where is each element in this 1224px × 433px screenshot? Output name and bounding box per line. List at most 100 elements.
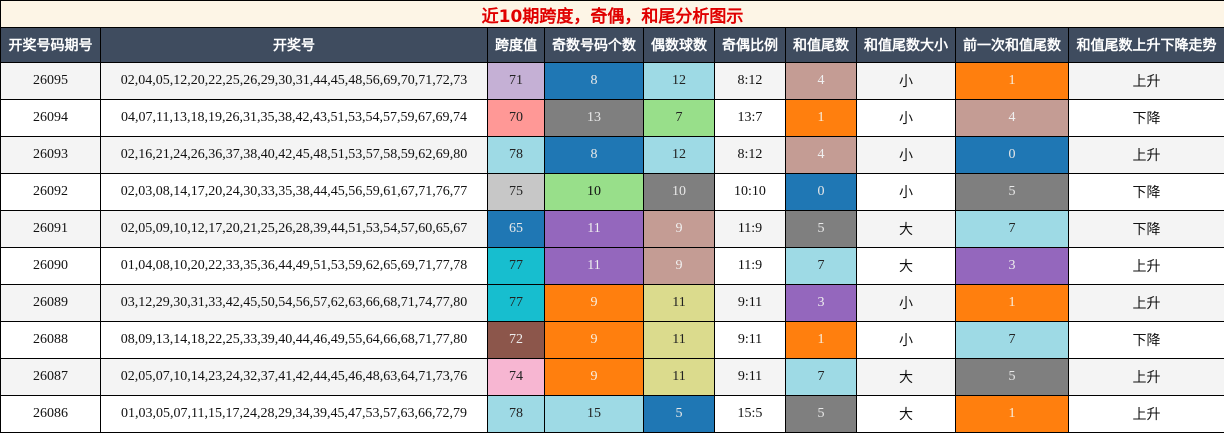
table-body: 26095 02,04,05,12,20,22,25,26,29,30,31,44… <box>0 62 1224 433</box>
even-count-cell: 12 <box>643 136 715 174</box>
period-cell: 26092 <box>0 173 101 211</box>
sum-tail-cell: 3 <box>785 284 857 322</box>
span-cell: 65 <box>487 210 545 248</box>
period-cell: 26086 <box>0 395 101 433</box>
prev-tail-cell: 5 <box>955 358 1069 396</box>
trend-cell: 上升 <box>1067 136 1224 174</box>
even-count-cell: 11 <box>643 284 715 322</box>
tail-size-cell: 小 <box>856 136 956 174</box>
table-row: 26093 02,16,21,24,26,36,37,38,40,42,45,48… <box>0 136 1224 174</box>
prev-tail-cell: 4 <box>955 99 1069 137</box>
numbers-cell: 08,09,13,14,18,22,25,33,39,40,44,46,49,5… <box>100 321 488 359</box>
even-count-cell: 9 <box>643 247 715 285</box>
odd-count-cell: 15 <box>544 395 644 433</box>
header-prev-tail: 前一次和值尾数 <box>955 27 1069 63</box>
sum-tail-cell: 1 <box>785 99 857 137</box>
prev-tail-cell: 7 <box>955 321 1069 359</box>
sum-tail-cell: 1 <box>785 321 857 359</box>
trend-cell: 上升 <box>1067 358 1224 396</box>
period-cell: 26088 <box>0 321 101 359</box>
span-cell: 77 <box>487 284 545 322</box>
tail-size-cell: 小 <box>856 321 956 359</box>
odd-count-cell: 9 <box>544 284 644 322</box>
trend-cell: 上升 <box>1067 395 1224 433</box>
table-row: 26087 02,05,07,10,14,23,24,32,37,41,42,44… <box>0 358 1224 396</box>
trend-cell: 下降 <box>1067 99 1224 137</box>
trend-cell: 下降 <box>1067 210 1224 248</box>
odd-count-cell: 11 <box>544 210 644 248</box>
numbers-cell: 04,07,11,13,18,19,26,31,35,38,42,43,51,5… <box>100 99 488 137</box>
span-cell: 71 <box>487 62 545 100</box>
tail-size-cell: 大 <box>856 395 956 433</box>
table-row: 26090 01,04,08,10,20,22,33,35,36,44,49,51… <box>0 247 1224 285</box>
odd-count-cell: 8 <box>544 62 644 100</box>
period-cell: 26091 <box>0 210 101 248</box>
header-ratio: 奇偶比例 <box>714 27 786 63</box>
sum-tail-cell: 0 <box>785 173 857 211</box>
tail-size-cell: 大 <box>856 358 956 396</box>
header-span: 跨度值 <box>487 27 545 63</box>
tail-size-cell: 小 <box>856 62 956 100</box>
ratio-cell: 9:11 <box>714 284 786 322</box>
table-row: 26094 04,07,11,13,18,19,26,31,35,38,42,43… <box>0 99 1224 137</box>
tail-size-cell: 大 <box>856 247 956 285</box>
numbers-cell: 02,16,21,24,26,36,37,38,40,42,45,48,51,5… <box>100 136 488 174</box>
header-trend: 和值尾数上升下降走势 <box>1067 27 1224 63</box>
ratio-cell: 13:7 <box>714 99 786 137</box>
header-period: 开奖号码期号 <box>0 27 101 63</box>
odd-count-cell: 9 <box>544 358 644 396</box>
table-row: 26089 03,12,29,30,31,33,42,45,50,54,56,57… <box>0 284 1224 322</box>
period-cell: 26093 <box>0 136 101 174</box>
table-row: 26086 01,03,05,07,11,15,17,24,28,29,34,39… <box>0 395 1224 433</box>
table-title: 近10期跨度，奇偶，和尾分析图示 <box>0 0 1224 28</box>
table-row: 26095 02,04,05,12,20,22,25,26,29,30,31,44… <box>0 62 1224 100</box>
sum-tail-cell: 5 <box>785 210 857 248</box>
ratio-cell: 9:11 <box>714 358 786 396</box>
odd-count-cell: 9 <box>544 321 644 359</box>
ratio-cell: 15:5 <box>714 395 786 433</box>
table-row: 26092 02,03,08,14,17,20,24,30,33,35,38,44… <box>0 173 1224 211</box>
odd-count-cell: 10 <box>544 173 644 211</box>
tail-size-cell: 小 <box>856 173 956 211</box>
ratio-cell: 8:12 <box>714 136 786 174</box>
header-numbers: 开奖号 <box>100 27 488 63</box>
even-count-cell: 11 <box>643 358 715 396</box>
span-cell: 74 <box>487 358 545 396</box>
table-row: 26088 08,09,13,14,18,22,25,33,39,40,44,46… <box>0 321 1224 359</box>
tail-size-cell: 大 <box>856 210 956 248</box>
ratio-cell: 10:10 <box>714 173 786 211</box>
span-cell: 77 <box>487 247 545 285</box>
sum-tail-cell: 4 <box>785 136 857 174</box>
odd-count-cell: 8 <box>544 136 644 174</box>
header-row: 开奖号码期号 开奖号 跨度值 奇数号码个数 偶数球数 奇偶比例 和值尾数 和值尾数大小 前一次和… <box>0 27 1224 63</box>
period-cell: 26087 <box>0 358 101 396</box>
sum-tail-cell: 7 <box>785 247 857 285</box>
numbers-cell: 01,04,08,10,20,22,33,35,36,44,49,51,53,5… <box>100 247 488 285</box>
ratio-cell: 11:9 <box>714 210 786 248</box>
trend-cell: 上升 <box>1067 62 1224 100</box>
prev-tail-cell: 3 <box>955 247 1069 285</box>
ratio-cell: 8:12 <box>714 62 786 100</box>
prev-tail-cell: 0 <box>955 136 1069 174</box>
prev-tail-cell: 1 <box>955 62 1069 100</box>
span-cell: 78 <box>487 136 545 174</box>
tail-size-cell: 小 <box>856 99 956 137</box>
span-cell: 78 <box>487 395 545 433</box>
trend-cell: 上升 <box>1067 247 1224 285</box>
header-odd-count: 奇数号码个数 <box>544 27 644 63</box>
header-tail-size: 和值尾数大小 <box>856 27 956 63</box>
even-count-cell: 5 <box>643 395 715 433</box>
even-count-cell: 10 <box>643 173 715 211</box>
even-count-cell: 7 <box>643 99 715 137</box>
numbers-cell: 03,12,29,30,31,33,42,45,50,54,56,57,62,6… <box>100 284 488 322</box>
trend-cell: 下降 <box>1067 321 1224 359</box>
numbers-cell: 02,05,09,10,12,17,20,21,25,26,28,39,44,5… <box>100 210 488 248</box>
trend-cell: 下降 <box>1067 173 1224 211</box>
ratio-cell: 9:11 <box>714 321 786 359</box>
span-cell: 70 <box>487 99 545 137</box>
tail-size-cell: 小 <box>856 284 956 322</box>
prev-tail-cell: 5 <box>955 173 1069 211</box>
ratio-cell: 11:9 <box>714 247 786 285</box>
span-cell: 75 <box>487 173 545 211</box>
